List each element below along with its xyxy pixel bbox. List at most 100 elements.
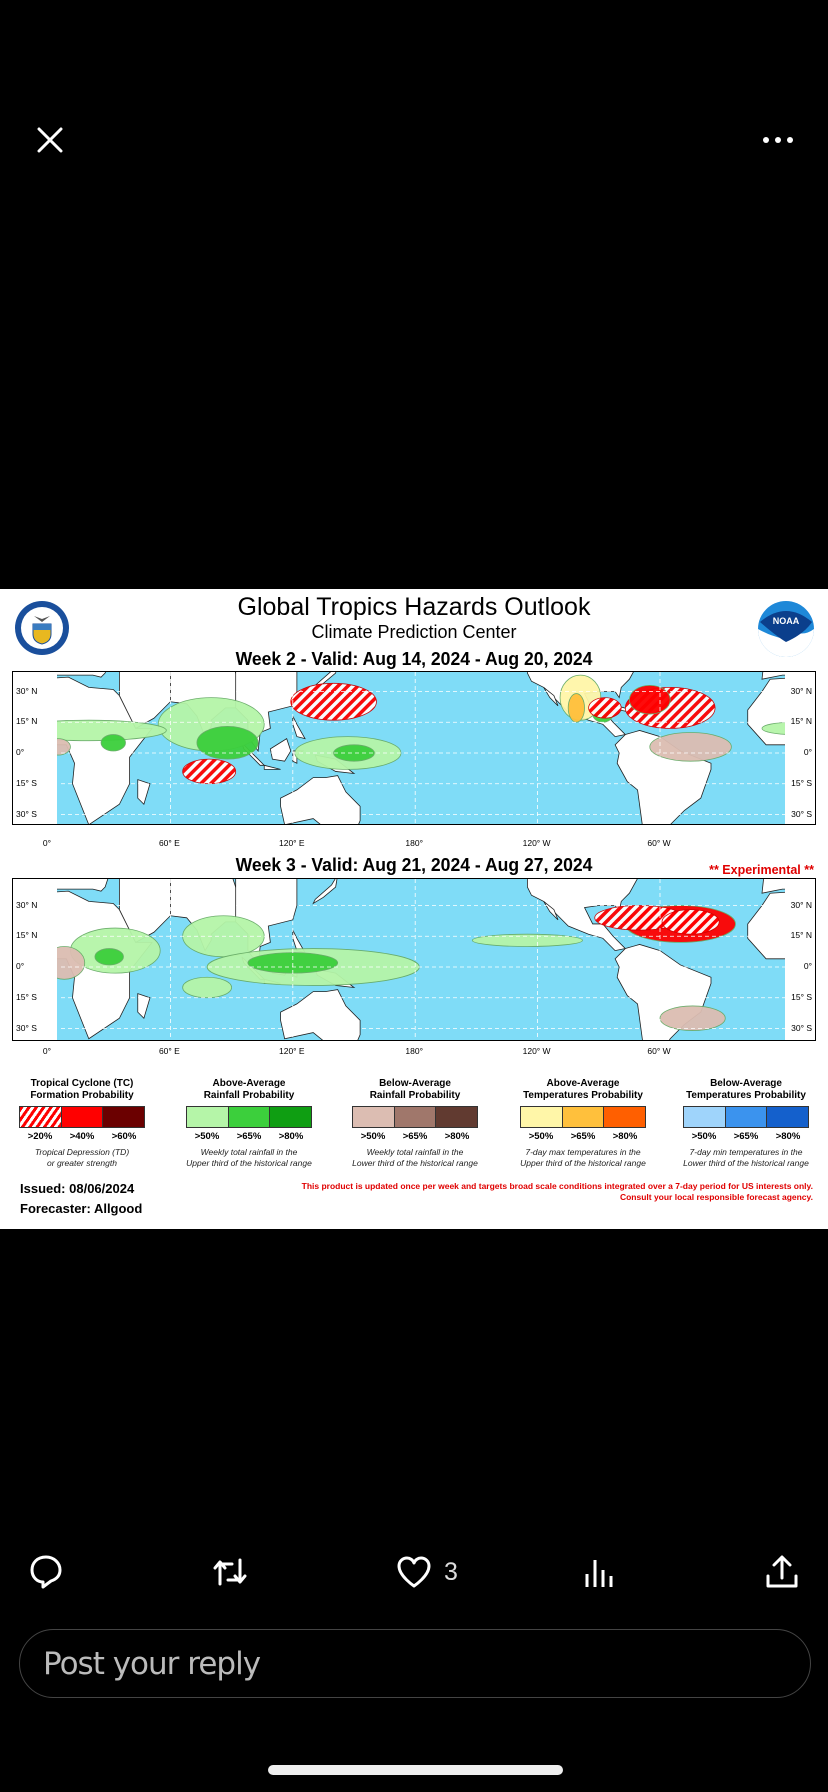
legend-desc: 7-day min temperatures in the Lower third… xyxy=(683,1147,809,1168)
land-madag xyxy=(137,993,151,1020)
lon-label: 60° E xyxy=(158,1046,180,1056)
close-icon xyxy=(37,127,63,153)
legend-swatch xyxy=(562,1107,605,1127)
lat-label: 15° N xyxy=(16,930,38,941)
lat-label: 0° xyxy=(803,747,812,757)
like-count: 3 xyxy=(444,1558,458,1586)
hazard-region xyxy=(182,758,237,785)
lat-label: 30° N xyxy=(16,685,38,696)
legend-title: Above-Average xyxy=(212,1078,286,1089)
lat-label: 0° xyxy=(16,961,25,971)
lon-label: 120° W xyxy=(522,838,551,848)
map3-svg xyxy=(13,879,815,1040)
land-phil xyxy=(292,715,306,740)
week2-map: 30° N 30° N 15° N 15° N 0° 0° 15° S 15° S 30° S 3… xyxy=(12,671,816,825)
reply-input[interactable]: Post your reply xyxy=(19,1629,811,1698)
hazard-region xyxy=(196,725,259,760)
forecaster: Forecaster: Allgood xyxy=(20,1201,143,1216)
like-button[interactable]: 3 xyxy=(394,1552,464,1592)
lon-label: 60° W xyxy=(647,1046,671,1056)
repost-button[interactable] xyxy=(210,1552,250,1592)
heart-icon xyxy=(397,1556,431,1588)
hazard-region xyxy=(94,948,124,966)
legend-group: Above-Average Rainfall Probability >50% >65… xyxy=(174,1078,324,1169)
noaa-logo: NOAA xyxy=(758,601,814,657)
lat-label: 30° N xyxy=(790,899,812,910)
legend-level: >20% xyxy=(27,1131,53,1142)
disclaimer-2: Consult your local responsible forecast … xyxy=(619,1192,813,1202)
lon-label: 120° E xyxy=(278,1046,305,1056)
lat-label: 30° N xyxy=(16,899,38,910)
lon-label: 180° xyxy=(405,1046,423,1056)
legend-swatch xyxy=(767,1107,809,1127)
legend-swatch xyxy=(394,1107,437,1127)
legend-title-2: Temperatures Probability xyxy=(686,1090,806,1101)
experimental-label: ** Experimental ** xyxy=(709,863,814,877)
lat-label: 30° N xyxy=(790,685,812,696)
home-indicator xyxy=(268,1765,563,1775)
land-aus xyxy=(280,989,361,1040)
legend-swatch xyxy=(187,1107,229,1127)
issued-date: Issued: 08/06/2024 xyxy=(20,1181,135,1196)
lat-label: 15° N xyxy=(790,716,812,727)
close-button[interactable] xyxy=(34,124,66,156)
analytics-button[interactable] xyxy=(578,1552,618,1592)
lat-label: 15° N xyxy=(790,930,812,941)
reply-button[interactable] xyxy=(26,1552,66,1592)
legend-title-2: Rainfall Probability xyxy=(203,1090,295,1101)
legend-swatch xyxy=(521,1107,563,1127)
legend-group: Below-Average Rainfall Probability >50% >65… xyxy=(340,1078,490,1169)
reply-placeholder: Post your reply xyxy=(43,1646,261,1682)
land-borneo xyxy=(269,738,292,762)
legend-desc: Weekly total rainfall in the Upper third … xyxy=(186,1147,312,1168)
legend-swatches xyxy=(520,1106,646,1128)
lat-label: 15° S xyxy=(16,777,37,788)
legend-level: >65% xyxy=(570,1131,596,1142)
legend-level: >40% xyxy=(69,1131,95,1142)
legend-swatch xyxy=(270,1107,312,1127)
lat-label: 30° S xyxy=(16,1022,37,1033)
legend-level: >50% xyxy=(360,1131,386,1142)
legend-level: >50% xyxy=(691,1131,717,1142)
legend-swatch xyxy=(103,1107,145,1127)
legend-swatch xyxy=(20,1107,62,1127)
lon-label: 120° E xyxy=(278,838,305,848)
legend-title-2: Formation Probability xyxy=(30,1090,134,1101)
commerce-seal-logo xyxy=(15,601,69,655)
legend-level: >60% xyxy=(111,1131,137,1142)
hazard-region xyxy=(649,732,732,762)
hazard-region xyxy=(628,684,671,715)
outlook-title: Global Tropics Hazards Outlook xyxy=(237,593,591,621)
lat-label: 15° S xyxy=(16,991,37,1002)
hazard-region xyxy=(290,682,377,721)
repost-icon xyxy=(213,1558,247,1586)
hazard-region xyxy=(471,933,583,947)
land-java xyxy=(263,764,281,770)
legend-level: >65% xyxy=(402,1131,428,1142)
more-icon xyxy=(763,137,793,143)
legend-level: >50% xyxy=(528,1131,554,1142)
hazard-region xyxy=(100,734,126,752)
legend-level: >80% xyxy=(775,1131,801,1142)
legend-desc: Weekly total rainfall in the Lower third … xyxy=(352,1147,478,1168)
more-button[interactable] xyxy=(760,128,796,152)
lat-label: 15° N xyxy=(16,716,38,727)
lat-label: 30° S xyxy=(791,808,812,819)
disclaimer: This product is updated once per week an… xyxy=(301,1181,813,1191)
share-button[interactable] xyxy=(762,1552,802,1592)
legend-swatch xyxy=(353,1107,395,1127)
analytics-icon xyxy=(585,1560,613,1587)
legend-swatch xyxy=(684,1107,726,1127)
lon-label: 60° W xyxy=(647,838,671,848)
legend-swatch xyxy=(725,1107,768,1127)
legend-title-2: Temperatures Probability xyxy=(523,1090,643,1101)
hazard-region xyxy=(588,697,622,719)
week3-map: 30° N 30° N 15° N 15° N 0° 0° 15° S 15° S 30° S 3… xyxy=(12,878,816,1041)
legend-group: Below-Average Temperatures Probability >50… xyxy=(671,1078,821,1169)
legend-swatches xyxy=(352,1106,478,1128)
legend-swatch xyxy=(436,1107,478,1127)
legend-group: Tropical Cyclone (TC) Formation Probabili… xyxy=(7,1078,157,1169)
legend-swatch xyxy=(61,1107,104,1127)
legend-swatches xyxy=(683,1106,809,1128)
hazard-region xyxy=(182,976,232,999)
